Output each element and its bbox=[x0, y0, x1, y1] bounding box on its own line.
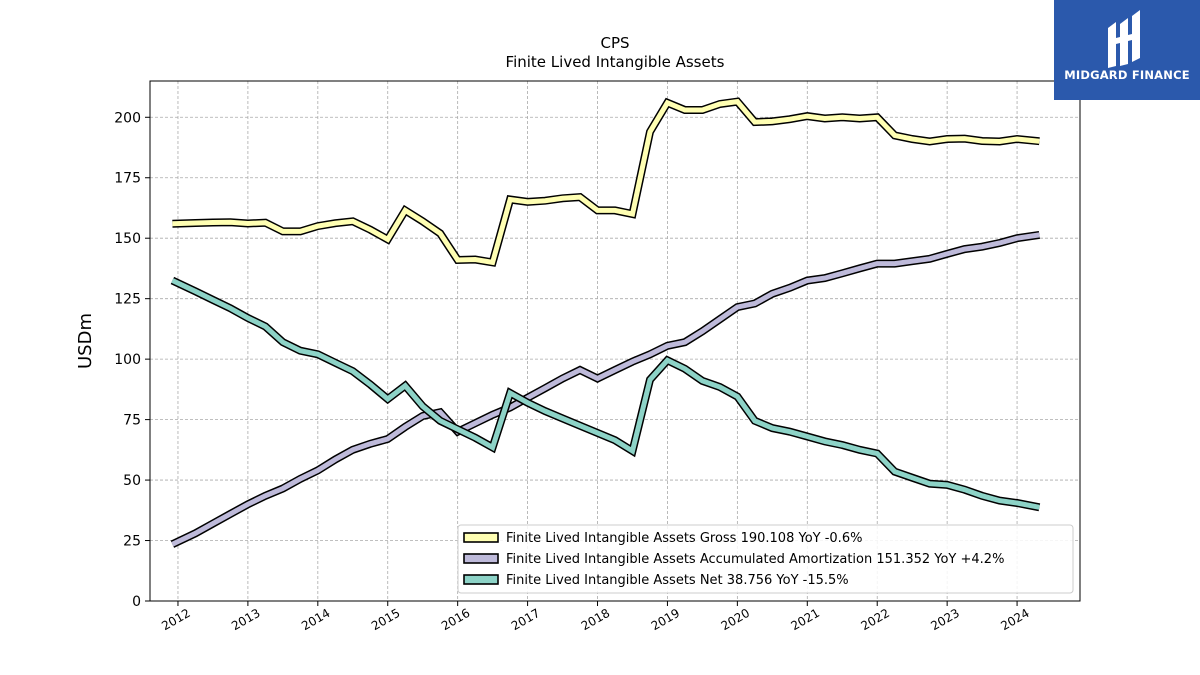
x-axis: 2012 2013 2014 2015 2016 2017 2018 2019 2020 2021… bbox=[159, 601, 1032, 633]
chart-subtitle: Finite Lived Intangible Assets bbox=[506, 53, 725, 71]
x-tick-label: 2017 bbox=[509, 606, 542, 633]
y-axis: 0 25 50 75 100 125 150 175 200 bbox=[114, 110, 150, 610]
grid bbox=[150, 81, 1080, 602]
y-tick-label: 175 bbox=[114, 171, 141, 187]
y-tick-label: 75 bbox=[123, 413, 141, 429]
plot-area-frame bbox=[149, 80, 1081, 602]
y-tick-label: 0 bbox=[132, 594, 141, 610]
legend-label-2: Finite Lived Intangible Assets Net 38.75… bbox=[506, 573, 849, 588]
x-tick-label: 2016 bbox=[439, 606, 472, 633]
brand-name: MIDGARD FINANCE bbox=[1064, 68, 1190, 82]
x-tick-label: 2023 bbox=[928, 606, 961, 633]
series-lines bbox=[170, 97, 1041, 548]
legend-frame bbox=[457, 524, 1074, 594]
y-tick-label: 50 bbox=[123, 473, 141, 489]
y-tick-label: 25 bbox=[123, 534, 141, 550]
midgard-logo-icon bbox=[1108, 10, 1140, 68]
legend-label-1: Finite Lived Intangible Assets Accumulat… bbox=[506, 552, 1004, 567]
legend-swatch-0 bbox=[463, 532, 499, 543]
series-outline-2 bbox=[170, 276, 1041, 512]
chart-title: CPS bbox=[600, 34, 629, 52]
series-line-2 bbox=[171, 278, 1040, 510]
y-tick-label: 100 bbox=[114, 352, 141, 368]
series-line-1 bbox=[171, 232, 1040, 547]
x-tick-label: 2013 bbox=[229, 606, 262, 633]
y-axis-label: USDm bbox=[75, 313, 96, 369]
x-tick-label: 2012 bbox=[159, 606, 192, 633]
x-tick-label: 2014 bbox=[299, 606, 332, 633]
x-tick-label: 2015 bbox=[369, 606, 402, 633]
legend-swatch-1 bbox=[463, 553, 499, 564]
y-tick-label: 125 bbox=[114, 292, 141, 308]
x-tick-label: 2021 bbox=[789, 606, 822, 633]
x-tick-label: 2018 bbox=[579, 606, 612, 633]
legend: Finite Lived Intangible Assets Gross 190… bbox=[457, 524, 1074, 594]
x-tick-label: 2022 bbox=[858, 606, 891, 633]
legend-swatch-2 bbox=[463, 574, 499, 585]
x-tick-label: 2024 bbox=[998, 606, 1031, 633]
legend-label-0: Finite Lived Intangible Assets Gross 190… bbox=[506, 531, 862, 546]
brand-logo: MIDGARD FINANCE bbox=[1054, 0, 1200, 100]
y-tick-label: 150 bbox=[114, 231, 141, 247]
x-tick-label: 2020 bbox=[719, 606, 752, 633]
y-tick-label: 200 bbox=[114, 110, 141, 126]
x-tick-label: 2019 bbox=[649, 606, 682, 633]
series-outline-1 bbox=[170, 230, 1040, 548]
series-line-0 bbox=[172, 98, 1040, 266]
